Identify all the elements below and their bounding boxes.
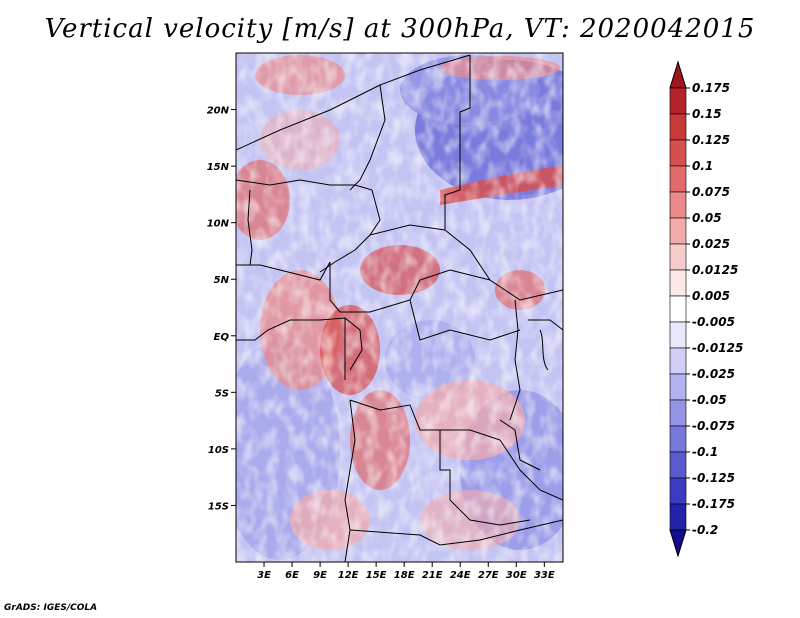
lon-tick-label: 9E	[313, 570, 327, 581]
lat-tick-label: 10N	[207, 219, 230, 230]
chart-title: Vertical velocity [m/s] at 300hPa, VT: 2…	[44, 14, 756, 44]
colorbar-label: 0.175	[692, 81, 730, 95]
lon-tick-label: 27E	[478, 570, 499, 581]
lat-tick-label: 5S	[215, 388, 229, 399]
colorbar-swatch	[669, 373, 687, 401]
lat-tick-label: EQ	[214, 332, 230, 343]
lon-tick-label: 30E	[506, 570, 527, 581]
colorbar-swatch	[669, 347, 687, 375]
lat-tick-label: 15S	[208, 501, 229, 512]
colorbar-label: -0.175	[692, 497, 735, 511]
colorbar-label: 0.15	[692, 107, 722, 121]
colorbar-swatch	[669, 217, 687, 245]
colorbar-label: -0.025	[692, 367, 735, 381]
latitude-axis: 20N 15N 10N 5N EQ 5S 10S 15S	[207, 106, 236, 512]
colorbar: 0.175 0.15 0.125 0.1 0.075 0.05 0.025 0.0125 0.0…	[669, 60, 743, 558]
longitude-axis: 3E 6E 9E 12E 15E 18E 21E 24E 27E 30E 33E	[257, 562, 555, 581]
lon-tick-label: 15E	[366, 570, 387, 581]
colorbar-label: 0.125	[692, 133, 730, 147]
colorbar-label: -0.125	[692, 471, 735, 485]
colorbar-swatch	[669, 503, 687, 531]
lon-tick-label: 18E	[394, 570, 415, 581]
lon-tick-label: 12E	[338, 570, 359, 581]
colorbar-swatch	[669, 477, 687, 505]
colorbar-label: 0.0125	[692, 263, 738, 277]
colorbar-label: -0.05	[692, 393, 727, 407]
colorbar-label: -0.005	[692, 315, 735, 329]
map-frame	[235, 52, 564, 563]
lat-tick-label: 20N	[207, 106, 230, 117]
lon-tick-label: 24E	[450, 570, 471, 581]
velocity-field	[236, 53, 563, 562]
colorbar-top-triangle	[669, 60, 687, 89]
colorbar-swatch	[669, 295, 687, 323]
colorbar-swatch	[669, 321, 687, 349]
colorbar-label: 0.025	[692, 237, 730, 251]
colorbar-swatch	[669, 399, 687, 427]
colorbar-swatch	[669, 191, 687, 219]
lon-tick-label: 3E	[257, 570, 271, 581]
colorbar-label: -0.1	[692, 445, 718, 459]
lat-tick-label: 5N	[214, 275, 230, 286]
lat-tick-label: 15N	[207, 162, 230, 173]
colorbar-swatch	[669, 269, 687, 297]
colorbar-label: 0.05	[692, 211, 722, 225]
colorbar-label: -0.2	[692, 523, 718, 537]
colorbar-label: -0.0125	[692, 341, 743, 355]
colorbar-label: 0.005	[692, 289, 730, 303]
colorbar-label: -0.075	[692, 419, 735, 433]
colorbar-swatch	[669, 139, 687, 167]
colorbar-label: 0.1	[692, 159, 713, 173]
lon-tick-label: 6E	[285, 570, 299, 581]
country-borders	[236, 54, 563, 562]
colorbar-label: 0.075	[692, 185, 730, 199]
colorbar-bottom-triangle	[669, 529, 687, 558]
lat-tick-label: 10S	[208, 445, 229, 456]
lon-tick-label: 33E	[534, 570, 555, 581]
credit-text: GrADS: IGES/COLA	[4, 603, 98, 613]
colorbar-swatch	[669, 243, 687, 271]
colorbar-swatch	[669, 113, 687, 141]
colorbar-swatch	[669, 165, 687, 193]
colorbar-swatch	[669, 451, 687, 479]
lon-tick-label: 21E	[422, 570, 443, 581]
colorbar-swatch	[669, 425, 687, 453]
colorbar-swatch	[669, 87, 687, 115]
